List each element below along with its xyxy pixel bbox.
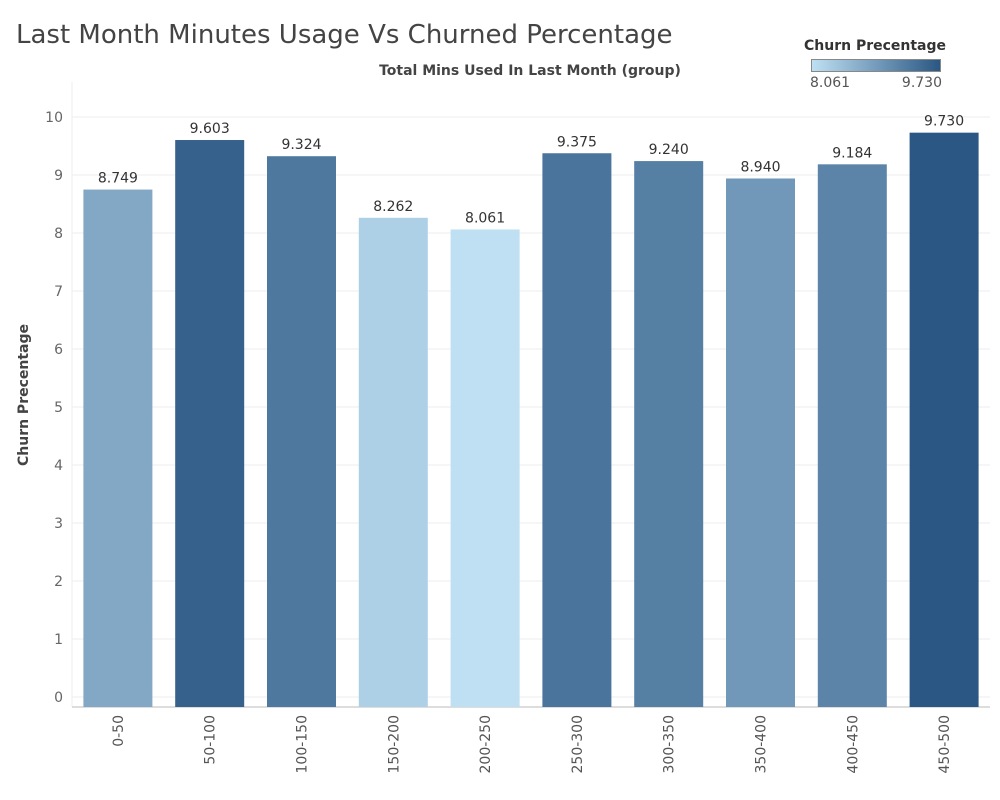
bar-data-label: 8.262 xyxy=(373,199,413,215)
legend-min-label: 8.061 xyxy=(810,75,851,91)
x-category-label: 0-50 xyxy=(111,715,127,747)
bar[interactable] xyxy=(817,164,887,707)
bar[interactable] xyxy=(909,132,979,707)
bar[interactable] xyxy=(267,156,336,707)
y-tick-label: 5 xyxy=(54,400,63,416)
legend-title: Churn Precentage xyxy=(803,38,947,54)
y-tick-label: 4 xyxy=(54,458,63,474)
y-tick-label: 0 xyxy=(54,690,63,706)
x-category-label: 50-100 xyxy=(203,715,219,765)
bar[interactable] xyxy=(83,189,153,708)
bar-data-label: 9.324 xyxy=(281,137,321,153)
y-tick-label: 9 xyxy=(54,168,63,184)
bar-data-label: 8.749 xyxy=(98,171,138,187)
legend-labels: 8.061 9.730 xyxy=(800,75,950,93)
bar-data-label: 9.603 xyxy=(190,121,230,137)
x-category-label: 350-400 xyxy=(754,715,770,774)
y-tick-label: 6 xyxy=(54,342,63,358)
x-category-label: 150-200 xyxy=(386,715,402,774)
bar[interactable] xyxy=(726,178,795,708)
x-category-label: 100-150 xyxy=(295,715,311,774)
bar[interactable] xyxy=(634,161,704,707)
x-category-label: 200-250 xyxy=(478,715,494,774)
color-legend[interactable]: Churn Precentage 8.061 9.730 xyxy=(800,38,950,93)
legend-color-ramp[interactable] xyxy=(811,59,941,72)
x-category-label: 400-450 xyxy=(845,715,861,774)
y-tick-label: 3 xyxy=(54,516,63,532)
bar-data-label: 9.240 xyxy=(649,142,689,158)
y-tick-label: 7 xyxy=(54,284,63,300)
y-tick-label: 10 xyxy=(45,110,63,126)
y-tick-label: 1 xyxy=(54,632,63,648)
x-axis-title: Total Mins Used In Last Month (group) xyxy=(379,63,681,79)
legend-max-label: 9.730 xyxy=(901,75,942,91)
chart-title: Last Month Minutes Usage Vs Churned Perc… xyxy=(16,20,673,50)
bar-data-label: 9.184 xyxy=(832,145,872,161)
bar-data-label: 9.375 xyxy=(557,134,597,150)
x-category-label: 300-350 xyxy=(662,715,678,774)
bar[interactable] xyxy=(175,140,245,707)
bar-data-label: 9.730 xyxy=(924,114,964,130)
x-category-label: 450-500 xyxy=(937,715,953,774)
bar[interactable] xyxy=(450,229,520,707)
bar[interactable] xyxy=(542,153,612,707)
bar-data-label: 8.940 xyxy=(740,159,780,175)
y-tick-label: 2 xyxy=(54,574,63,590)
bar[interactable] xyxy=(358,217,428,707)
y-tick-label: 8 xyxy=(54,226,63,242)
bar-data-label: 8.061 xyxy=(465,210,505,226)
x-category-label: 250-300 xyxy=(570,715,586,774)
